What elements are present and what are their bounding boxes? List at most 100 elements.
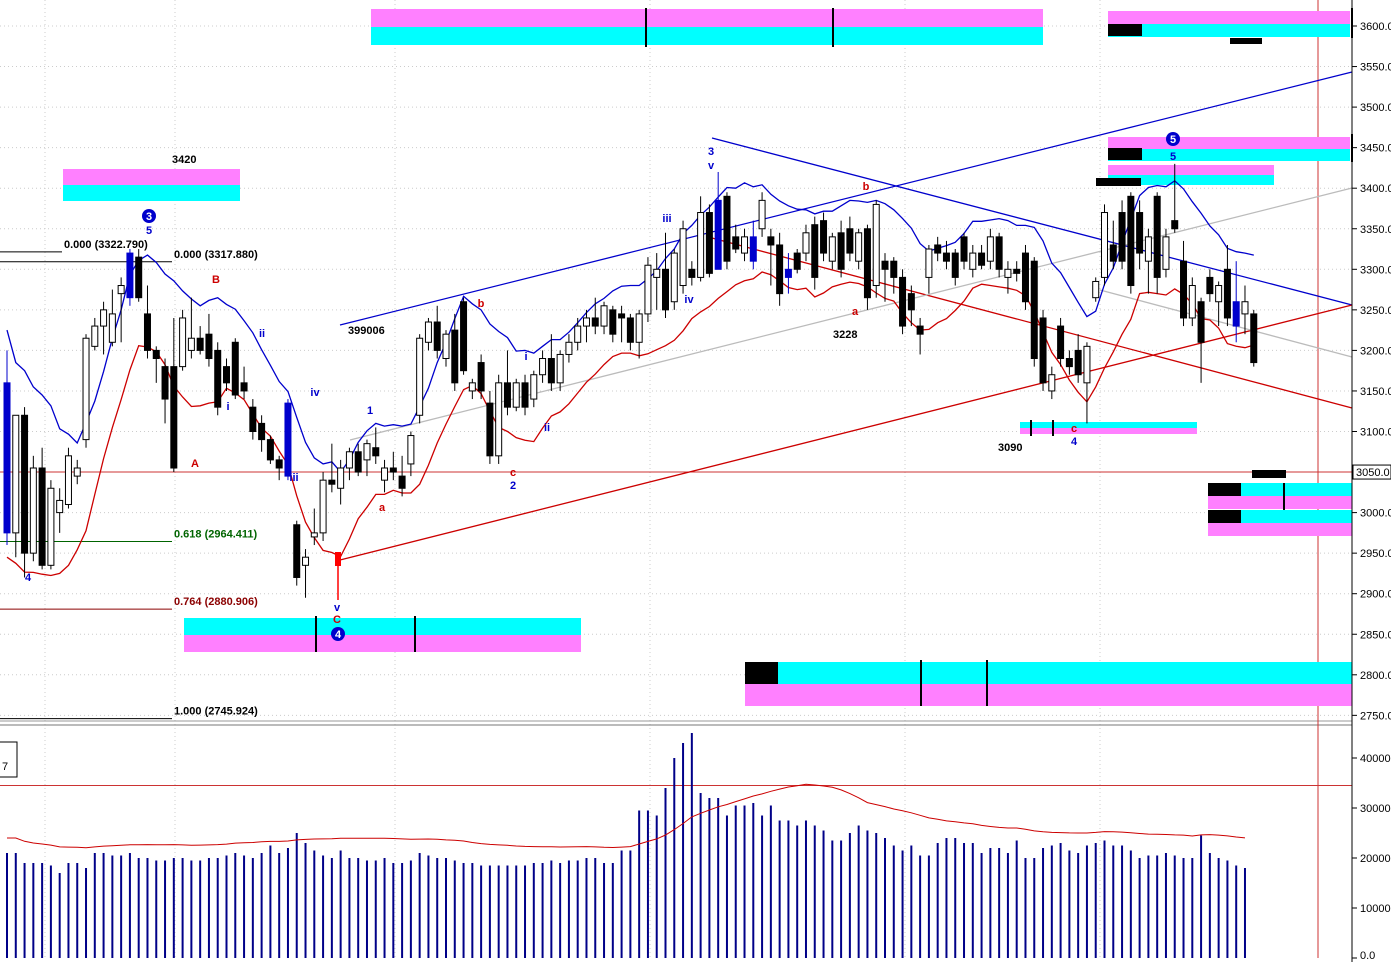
- candle-body: [223, 366, 230, 384]
- candle-body: [416, 337, 424, 416]
- volume-tick-label: 0.0: [1360, 950, 1375, 962]
- fib-label: 0.000 (3322.790): [64, 239, 148, 251]
- candle-body: [679, 228, 687, 287]
- candle-body: [1118, 212, 1126, 262]
- wave-label: b: [478, 298, 485, 310]
- candle-body: [811, 224, 819, 278]
- candle-body: [433, 321, 441, 351]
- candle-body: [1092, 280, 1100, 299]
- band-wave5-bottom: [1108, 149, 1350, 161]
- candle-body: [802, 232, 810, 254]
- wave-label: 3: [146, 211, 152, 223]
- candle-body: [293, 524, 301, 578]
- band-top-center-bottom: [371, 27, 1043, 45]
- volume-tick-label: 30000: [1360, 803, 1391, 815]
- trend-line: [339, 71, 1353, 326]
- trend-line: [1099, 289, 1353, 358]
- fib-label: 0.764 (2880.906): [174, 596, 258, 608]
- candle-body: [1101, 212, 1108, 278]
- candle-body: [337, 467, 345, 489]
- candle-body: [143, 313, 151, 351]
- candle-body: [591, 317, 599, 327]
- candle-body: [47, 487, 55, 566]
- wave-label: iv: [684, 294, 694, 306]
- trend-line: [711, 137, 1353, 306]
- candle-body: [881, 260, 889, 270]
- wave-label: a: [379, 502, 386, 514]
- candle-body: [837, 232, 845, 270]
- band-wave5-top: [1108, 137, 1350, 149]
- candle-body: [275, 459, 283, 469]
- wave-label: 4: [25, 572, 32, 584]
- candle-body: [855, 232, 863, 262]
- band-marker: [1108, 24, 1142, 36]
- wave-label: i: [226, 401, 229, 413]
- moving-averages: [6, 179, 1254, 577]
- candle-body: [1250, 313, 1258, 364]
- annotations: 399006 3420 3228 3090: [172, 154, 1022, 454]
- candle-body: [907, 293, 915, 311]
- candle-body: [389, 467, 397, 473]
- candle-body: [863, 228, 871, 299]
- candle-body: [609, 309, 617, 335]
- candle-body: [1057, 325, 1065, 360]
- candle-body: [969, 252, 977, 270]
- band-bottom-right-bottom: [745, 684, 1352, 706]
- wave-label: 1: [367, 405, 373, 417]
- candle-body: [530, 374, 538, 400]
- ma-upper: [6, 179, 1254, 474]
- candle-body: [1215, 285, 1223, 303]
- candle-body: [978, 252, 986, 266]
- candle-body: [302, 556, 310, 566]
- candle-body: [890, 260, 898, 278]
- wave-circle: [142, 209, 156, 223]
- price-tick-label: 3550.0: [1360, 62, 1391, 74]
- wave-label: 5: [1170, 134, 1176, 146]
- candle-body: [1013, 268, 1021, 274]
- candle-body: [249, 406, 257, 433]
- price-tick-label: 2750.0: [1360, 710, 1391, 722]
- price-tick-label: 2850.0: [1360, 629, 1391, 641]
- price-annotation: 3090: [998, 442, 1022, 454]
- candle-body: [442, 333, 450, 360]
- wave-circle: [331, 627, 345, 641]
- candle-body: [328, 479, 336, 485]
- band-marker: [1252, 470, 1286, 478]
- candle-body: [995, 236, 1003, 270]
- price-tick-label: 3450.0: [1360, 143, 1391, 155]
- band-left-top: [63, 169, 240, 185]
- price-bands: [63, 8, 1353, 706]
- band-right-mid-bottom: [1208, 496, 1352, 509]
- candle-body: [626, 317, 634, 343]
- band-3090-top: [1020, 422, 1197, 428]
- candle-body: [310, 532, 318, 538]
- candle-body: [1004, 268, 1012, 278]
- candle-body: [319, 479, 327, 534]
- wave-label: c: [510, 467, 516, 479]
- candle-body: [688, 268, 696, 278]
- fib-label: 1.000 (2745.924): [174, 706, 258, 718]
- candle-body: [345, 451, 353, 469]
- candle-body: [398, 475, 406, 489]
- band-wave5-b-top: [1108, 165, 1274, 175]
- candle-body: [670, 252, 678, 303]
- price-tick-label: 2900.0: [1360, 589, 1391, 601]
- price-annotation: 3420: [172, 154, 196, 166]
- candle-body: [618, 313, 626, 319]
- candle-body: [574, 325, 582, 343]
- band-right-mid-top: [1208, 483, 1352, 496]
- candle-body: [521, 382, 529, 408]
- candle-body: [1180, 260, 1188, 319]
- candle-body: [942, 252, 950, 262]
- candle-body: [1039, 317, 1047, 384]
- price-tick-label: 3350.0: [1360, 224, 1391, 236]
- fib-label: 0.000 (3317.880): [174, 249, 258, 261]
- trend-line: [339, 304, 1353, 561]
- candle-body: [152, 349, 160, 360]
- wave-label: ii: [259, 328, 265, 340]
- candle-body: [934, 244, 942, 254]
- band-top-right-bottom: [1108, 24, 1350, 37]
- candle-body: [1065, 358, 1073, 368]
- candle-body: [916, 325, 924, 335]
